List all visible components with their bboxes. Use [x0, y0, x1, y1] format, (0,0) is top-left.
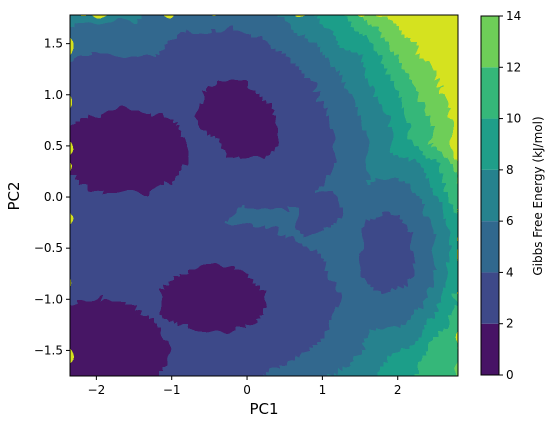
- colorbar: [480, 15, 500, 376]
- contour-layers: [70, 15, 458, 376]
- colorbar-segment: [481, 16, 499, 68]
- contour-band-0-2: [70, 82, 279, 376]
- y-tick-label: 1.0: [44, 88, 63, 102]
- colorbar-segment: [481, 169, 499, 222]
- y-tick-label: 0.5: [44, 139, 63, 153]
- x-tick-label: −1: [163, 383, 181, 397]
- plot-area: [70, 15, 458, 376]
- x-axis-label: PC1: [249, 400, 278, 418]
- colorbar-segment: [481, 272, 499, 324]
- colorbar-tick-label: 10: [506, 112, 521, 126]
- colorbar-segment: [481, 67, 499, 119]
- colorbar-segment: [481, 221, 499, 273]
- y-tick-label: −1.0: [34, 292, 63, 306]
- plot-frame: [69, 14, 459, 377]
- x-tick-label: −2: [88, 383, 106, 397]
- colorbar-tick-label: 12: [506, 60, 521, 74]
- x-tick-label: 2: [394, 383, 402, 397]
- colorbar-tick-label: 6: [506, 214, 514, 228]
- colorbar-tick-label: 14: [506, 9, 521, 23]
- x-tick-label: 0: [243, 383, 251, 397]
- x-tick-label: 1: [319, 383, 327, 397]
- colorbar-ticks: 0 2 4 6 8 10 12 14: [499, 9, 521, 382]
- y-tick-label: −0.5: [34, 241, 63, 255]
- y-tick-label: 1.5: [44, 37, 63, 51]
- colorbar-tick-label: 0: [506, 368, 514, 382]
- colorbar-tick-label: 4: [506, 265, 514, 279]
- colorbar-label: Gibbs Free Energy (kJ/mol): [531, 116, 545, 275]
- colorbar-frame: [480, 15, 500, 376]
- y-tick-label: 0.0: [44, 190, 63, 204]
- contour-band-2-4: [70, 26, 415, 376]
- contour-region: [70, 82, 279, 376]
- contour-region: [70, 26, 415, 376]
- x-axis-ticks: −2 −1 0 1 2: [88, 376, 402, 397]
- colorbar-tick-label: 8: [506, 163, 514, 177]
- y-tick-label: −1.5: [34, 343, 63, 357]
- colorbar-segment: [481, 118, 499, 170]
- y-axis-label: PC2: [5, 181, 23, 210]
- colorbar-segment: [481, 323, 499, 375]
- colorbar-tick-label: 2: [506, 317, 514, 331]
- y-axis-ticks: −1.5 −1.0 −0.5 0.0 0.5 1.0 1.5: [34, 37, 70, 357]
